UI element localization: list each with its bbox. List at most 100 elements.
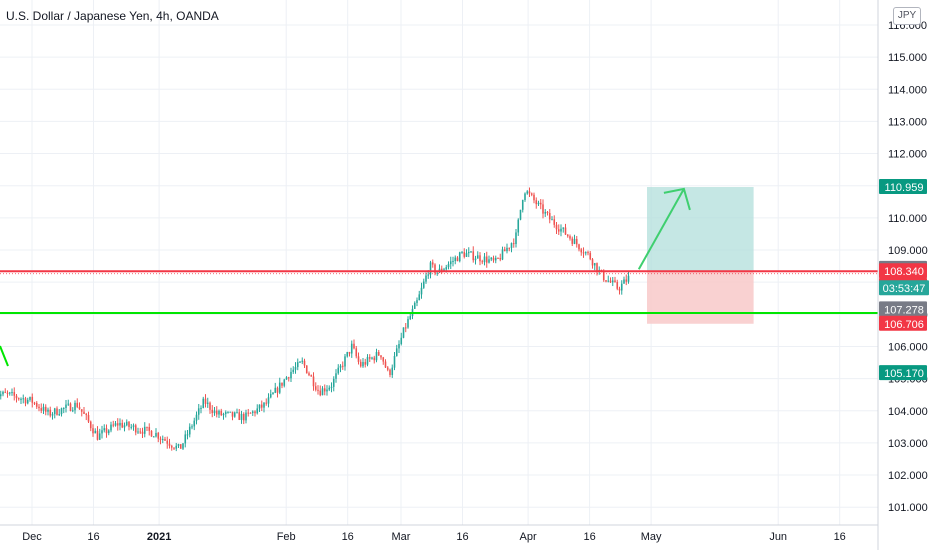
candle-body bbox=[175, 445, 178, 449]
candle-body bbox=[89, 421, 92, 429]
candle-body bbox=[519, 209, 522, 220]
candle-body bbox=[283, 379, 286, 386]
candle-body bbox=[362, 362, 364, 367]
candle-body bbox=[337, 367, 340, 374]
candle-body bbox=[274, 387, 277, 393]
candle-body bbox=[186, 434, 189, 436]
candle-body bbox=[47, 409, 49, 412]
candle-body bbox=[355, 348, 358, 357]
candle-body bbox=[245, 412, 247, 421]
candle-body bbox=[13, 392, 16, 396]
price-label-text: 108.340 bbox=[884, 266, 924, 278]
candle-body bbox=[418, 294, 421, 301]
candle-body bbox=[566, 234, 569, 237]
candle-body bbox=[551, 219, 553, 221]
price-label-text: 03:53:47 bbox=[883, 283, 926, 295]
currency-button[interactable]: JPY bbox=[893, 7, 921, 25]
candle-body bbox=[94, 430, 97, 434]
candle-body bbox=[497, 257, 499, 259]
candle-body bbox=[6, 392, 9, 394]
candle-body bbox=[195, 414, 198, 421]
candle-body bbox=[501, 249, 504, 260]
y-tick-label: 113.000 bbox=[888, 116, 927, 128]
candle-body bbox=[224, 412, 227, 414]
candle-body bbox=[269, 394, 272, 398]
candle-body bbox=[359, 361, 362, 367]
candle-body bbox=[368, 357, 371, 359]
candle-body bbox=[470, 251, 472, 253]
candle-body bbox=[449, 261, 452, 265]
x-tick-label: Dec bbox=[22, 531, 42, 543]
candle-body bbox=[96, 430, 99, 440]
candle-body bbox=[474, 258, 477, 261]
price-label: 03:53:47 bbox=[879, 280, 929, 296]
candle-body bbox=[416, 300, 418, 303]
y-tick-label: 103.000 bbox=[888, 438, 928, 450]
candle-body bbox=[242, 413, 245, 421]
price-label-text: 107.278 bbox=[884, 304, 924, 316]
price-label-text: 105.170 bbox=[884, 368, 924, 380]
candle-body bbox=[371, 357, 373, 359]
candle-body bbox=[130, 426, 133, 428]
candle-body bbox=[276, 387, 279, 393]
candle-body bbox=[389, 369, 391, 375]
candle-body bbox=[535, 200, 538, 205]
candle-body bbox=[537, 202, 540, 205]
candle-body bbox=[33, 402, 36, 404]
candle-body bbox=[78, 406, 81, 410]
candle-body bbox=[587, 252, 589, 254]
projection-arrow bbox=[637, 188, 685, 270]
candle-body bbox=[602, 271, 605, 281]
candle-body bbox=[465, 253, 468, 257]
candle-body bbox=[596, 263, 598, 272]
candle-body bbox=[321, 388, 324, 396]
candle-body bbox=[256, 408, 259, 414]
candle-body bbox=[344, 356, 346, 367]
candle-body bbox=[296, 362, 299, 368]
candle-body bbox=[44, 406, 47, 412]
candle-body bbox=[571, 238, 574, 244]
partial-green-arrow bbox=[0, 345, 9, 367]
candle-body bbox=[294, 367, 297, 370]
candle-body bbox=[8, 392, 11, 394]
candle-body bbox=[560, 228, 562, 232]
candle-body bbox=[119, 422, 121, 426]
candle-body bbox=[431, 262, 434, 265]
x-tick-label: Feb bbox=[277, 531, 296, 543]
candle-body bbox=[589, 253, 592, 260]
candle-body bbox=[71, 410, 74, 412]
candle-body bbox=[591, 259, 594, 266]
candle-body bbox=[526, 191, 529, 194]
candle-body bbox=[265, 402, 268, 404]
candle-body bbox=[260, 404, 263, 408]
candle-body bbox=[29, 396, 31, 400]
candle-body bbox=[53, 408, 56, 415]
x-tick-label: 16 bbox=[342, 531, 354, 543]
candle-body bbox=[0, 394, 2, 397]
candle-body bbox=[161, 439, 164, 441]
candle-body bbox=[429, 262, 432, 275]
candle-body bbox=[215, 410, 218, 415]
candle-body bbox=[573, 238, 576, 244]
candle-body bbox=[177, 444, 180, 446]
candle-body bbox=[56, 408, 58, 415]
candle-body bbox=[528, 191, 531, 194]
candle-body bbox=[458, 252, 461, 262]
candle-body bbox=[508, 247, 511, 249]
candle-body bbox=[620, 283, 623, 291]
candle-body bbox=[398, 343, 400, 349]
candle-body bbox=[168, 443, 171, 446]
projection-arrow-head bbox=[663, 187, 691, 211]
candle-body bbox=[373, 357, 376, 361]
candle-body bbox=[341, 365, 344, 367]
candle-body bbox=[609, 280, 612, 283]
candle-body bbox=[575, 238, 578, 245]
candle-body bbox=[188, 426, 191, 435]
candle-body bbox=[69, 403, 72, 411]
candle-body bbox=[422, 281, 425, 288]
candle-body bbox=[123, 425, 126, 428]
candle-body bbox=[312, 376, 315, 387]
candle-body bbox=[200, 407, 202, 409]
y-tick-label: 106.000 bbox=[888, 341, 928, 353]
